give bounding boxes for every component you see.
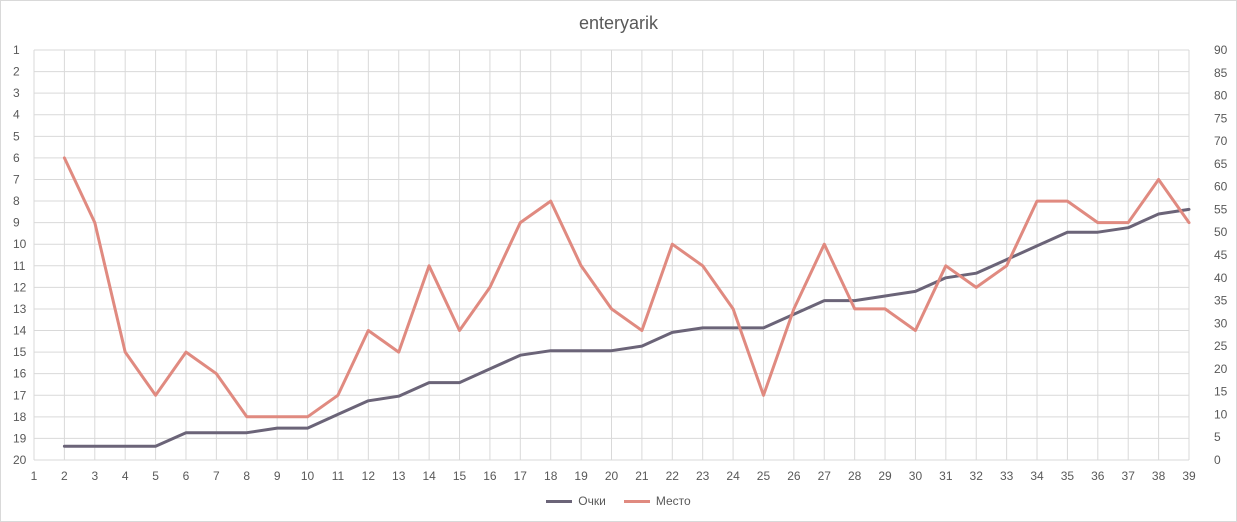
x-tick-label: 22 [666,469,680,483]
y-left-tick-label: 18 [13,410,27,424]
y-left-tick-label: 2 [13,65,20,79]
y-left-tick-label: 7 [13,172,20,186]
x-tick-label: 2 [61,469,68,483]
y-left-tick-label: 9 [13,216,20,230]
y-left-tick-label: 4 [13,108,20,122]
chart-legend: Очки Место [1,494,1236,508]
y-left-tick-label: 12 [13,280,27,294]
x-tick-label: 25 [757,469,771,483]
x-tick-label: 34 [1030,469,1044,483]
x-tick-label: 15 [453,469,467,483]
x-tick-label: 33 [1000,469,1014,483]
y-right-tick-label: 80 [1214,89,1228,103]
x-tick-label: 11 [332,469,345,483]
y-right-tick-label: 70 [1214,134,1228,148]
series-line-2 [62,156,1191,419]
x-tick-label: 10 [301,469,315,483]
y-right-tick-label: 15 [1214,385,1228,399]
legend-label: Очки [578,494,606,508]
grid [33,49,1190,461]
x-tick-label: 14 [422,469,436,483]
y-left-tick-label: 14 [13,324,27,338]
legend-item-1: Очки [546,494,606,508]
series-line-1 [62,207,1191,448]
y-right-tick-label: 75 [1214,111,1228,125]
x-tick-label: 36 [1091,469,1105,483]
y-left-tick-label: 17 [13,388,27,402]
x-tick-label: 30 [909,469,923,483]
y-right-tick-label: 35 [1214,294,1228,308]
y-left-tick-label: 11 [13,259,26,273]
y-right-tick-label: 30 [1214,316,1228,330]
y-right-tick-label: 10 [1214,407,1228,421]
x-tick-label: 37 [1122,469,1136,483]
y-right-tick-label: 85 [1214,66,1228,80]
x-tick-label: 18 [544,469,558,483]
x-tick-label: 23 [696,469,710,483]
y-left-tick-label: 5 [13,129,20,143]
x-tick-label: 24 [726,469,740,483]
legend-swatch [546,499,573,503]
y-right-tick-label: 60 [1214,180,1228,194]
chart-title: enteryarik [578,13,659,33]
y-left-tick-label: 19 [13,431,27,445]
x-tick-label: 19 [574,469,588,483]
x-tick-label: 16 [483,469,497,483]
x-tick-label: 28 [848,469,862,483]
y-right-tick-label: 90 [1214,43,1228,57]
y-left-tick-label: 20 [13,453,27,467]
x-tick-label: 38 [1152,469,1166,483]
y-right-tick-label: 0 [1214,453,1221,467]
y-right-tick-label: 45 [1214,248,1228,262]
x-tick-label: 1 [31,469,38,483]
y-right-tick-label: 50 [1214,225,1228,239]
y-right-tick-label: 65 [1214,157,1228,171]
y-left-tick-label: 15 [13,345,27,359]
x-tick-label: 12 [362,469,376,483]
y-right-tick-label: 20 [1214,362,1228,376]
x-tick-label: 26 [787,469,801,483]
y-right-tick-label: 40 [1214,271,1228,285]
x-tick-label: 39 [1182,469,1196,483]
x-tick-label: 17 [514,469,528,483]
y-left-tick-label: 3 [13,86,20,100]
line-chart: 1 2 3 4 5 6 7 8 9 10 11 12 13 14 15 16 17 18 19 20 21 22 23 24 2… [13,43,1228,483]
x-tick-label: 8 [243,469,250,483]
x-tick-label: 32 [970,469,984,483]
y-right-tick-label: 25 [1214,339,1228,353]
x-tick-label: 13 [392,469,406,483]
x-tick-label: 21 [635,469,649,483]
y-right-tick-label: 5 [1214,430,1221,444]
y-left-tick-label: 8 [13,194,20,208]
x-tick-label: 31 [939,469,953,483]
x-tick-label: 9 [274,469,281,483]
y-left-tick-label: 16 [13,367,27,381]
x-tick-label: 3 [91,469,98,483]
x-tick-label: 35 [1061,469,1075,483]
x-tick-label: 29 [878,469,892,483]
x-tick-label: 7 [213,469,220,483]
y-left-tick-label: 10 [13,237,27,251]
y-left-tick-label: 13 [13,302,27,316]
x-tick-label: 5 [152,469,159,483]
y-right-tick-label: 55 [1214,202,1228,216]
x-tick-label: 20 [605,469,619,483]
x-tick-label: 27 [818,469,832,483]
legend-item-2: Место [623,494,691,508]
x-tick-label: 6 [183,469,190,483]
y-left-tick-label: 1 [13,43,20,57]
x-tick-label: 4 [122,469,129,483]
legend-swatch [623,499,650,503]
legend-label: Место [655,494,691,508]
y-left-tick-label: 6 [13,151,20,165]
